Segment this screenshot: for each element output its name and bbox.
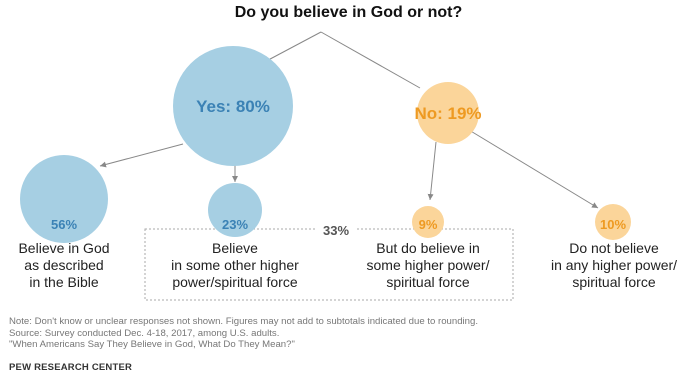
group-total-label: 33% — [316, 223, 356, 238]
other-higher-description: Believe in some other higher power/spiri… — [155, 240, 315, 291]
no-but-higher-description: But do believe in some higher power/ spi… — [352, 240, 504, 291]
bible-description: Believe in God as described in the Bible — [0, 240, 128, 291]
root-to-no-line — [320, 31, 421, 89]
yes-circle — [173, 46, 293, 166]
no-higher-description: Do not believe in any higher power/ spir… — [536, 240, 692, 291]
but-desc-line-1: But do believe in — [376, 240, 480, 256]
no-but-higher-circle — [412, 206, 444, 238]
no-higher-pct: 10% — [600, 217, 626, 232]
no-label: No: 19% — [414, 104, 481, 123]
yes-label: Yes: 80% — [196, 97, 270, 116]
nohigher-desc-line-2: in any higher power/ — [550, 257, 678, 273]
other-desc-line-1: Believe — [212, 240, 258, 256]
no-but-higher-pct: 9% — [419, 217, 438, 232]
no-higher-circle — [595, 204, 631, 240]
yes-to-bible-arrow — [99, 143, 184, 168]
bible-circle — [20, 155, 108, 243]
but-desc-line-2: some higher power/ — [366, 257, 490, 273]
pew-brand: PEW RESEARCH CENTER — [9, 362, 133, 373]
nohigher-desc-line-1: Do not believe — [569, 240, 659, 256]
diagram-title: Do you believe in God or not? — [234, 4, 463, 21]
other-desc-line-3: power/spiritual force — [172, 274, 298, 290]
no-to-no-higher-arrow — [468, 129, 599, 209]
but-desc-line-3: spiritual force — [386, 274, 470, 290]
other-higher-circle — [208, 183, 262, 237]
nohigher-desc-line-3: spiritual force — [572, 274, 656, 290]
other-desc-line-2: in some other higher — [171, 257, 299, 273]
other-higher-pct: 23% — [222, 217, 248, 232]
bible-desc-line-3: in the Bible — [29, 274, 99, 290]
note-line: Note: Don't know or unclear responses no… — [9, 316, 479, 327]
bible-desc-line-1: Believe in God — [18, 240, 110, 256]
footnotes: Note: Don't know or unclear responses no… — [9, 316, 478, 351]
no-circle — [417, 82, 479, 144]
bible-desc-line-2: as described — [24, 257, 104, 273]
source-line: Source: Survey conducted Dec. 4-18, 2017… — [9, 327, 280, 339]
report-title-line: "When Americans Say They Believe in God,… — [9, 339, 295, 350]
bible-pct: 56% — [51, 217, 77, 232]
no-to-but-higher-arrow — [427, 141, 437, 201]
